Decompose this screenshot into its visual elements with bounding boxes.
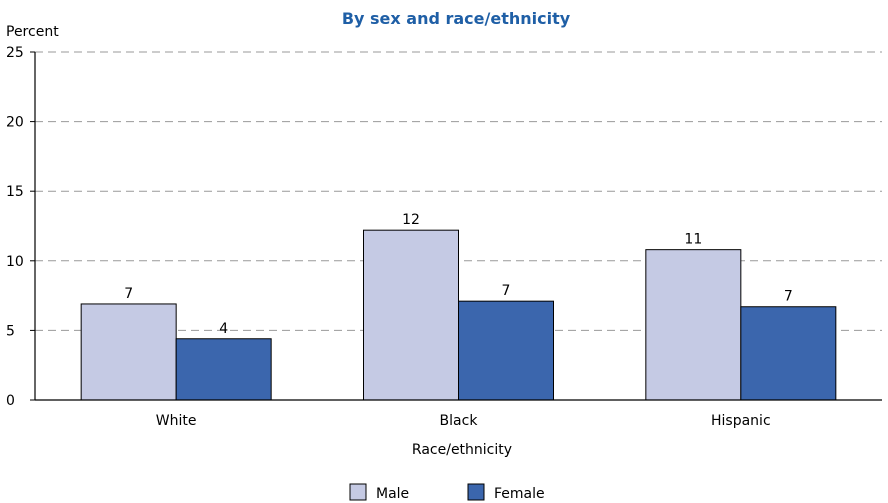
bar-female-hispanic — [740, 306, 837, 401]
y-tick-label: 10 — [6, 254, 24, 270]
data-label: 7 — [502, 283, 511, 299]
data-label: 7 — [784, 289, 793, 305]
x-tick-label: Black — [440, 413, 479, 429]
bar-male-hispanic — [645, 249, 742, 401]
legend-swatch-female — [467, 483, 485, 501]
legend-label: Female — [494, 486, 545, 502]
bar-male-white — [80, 303, 177, 401]
bar-female-black — [458, 300, 554, 401]
bars: 7 4 12 7 11 7 — [80, 212, 837, 401]
chart-title: By sex and race/ethnicity — [342, 9, 571, 28]
data-label: 12 — [402, 212, 420, 228]
data-label: 4 — [219, 321, 228, 337]
y-tick-label: 0 — [6, 393, 15, 409]
bar-male-black — [363, 229, 459, 401]
bar-female-white — [175, 338, 272, 401]
legend-label: Male — [376, 486, 409, 502]
axes: 0 5 10 15 20 25 White Black Hispanic — [6, 45, 882, 429]
data-label: 7 — [124, 286, 133, 302]
y-tick-label: 5 — [6, 323, 15, 339]
x-tick-label: Hispanic — [711, 413, 771, 429]
x-axis-label: Race/ethnicity — [412, 442, 512, 458]
y-tick-label: 20 — [6, 115, 24, 131]
legend-swatch-male — [349, 483, 367, 501]
y-tick-label: 15 — [6, 184, 24, 200]
x-tick-label: White — [156, 413, 197, 429]
y-axis-label: Percent — [6, 24, 59, 40]
y-tick-label: 25 — [6, 45, 24, 61]
data-label: 11 — [684, 232, 702, 248]
legend: Male Female — [349, 483, 545, 502]
